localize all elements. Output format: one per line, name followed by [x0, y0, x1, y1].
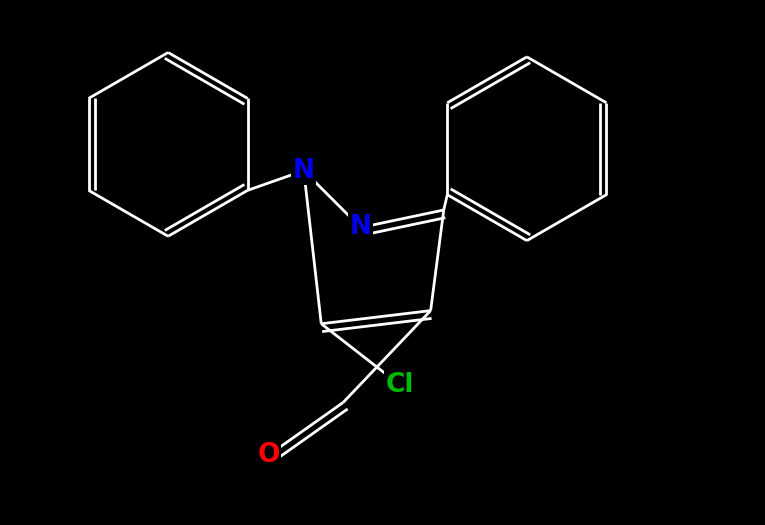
- Text: O: O: [258, 442, 280, 468]
- Text: N: N: [350, 215, 372, 240]
- Text: N: N: [293, 158, 314, 184]
- Text: Cl: Cl: [386, 372, 415, 398]
